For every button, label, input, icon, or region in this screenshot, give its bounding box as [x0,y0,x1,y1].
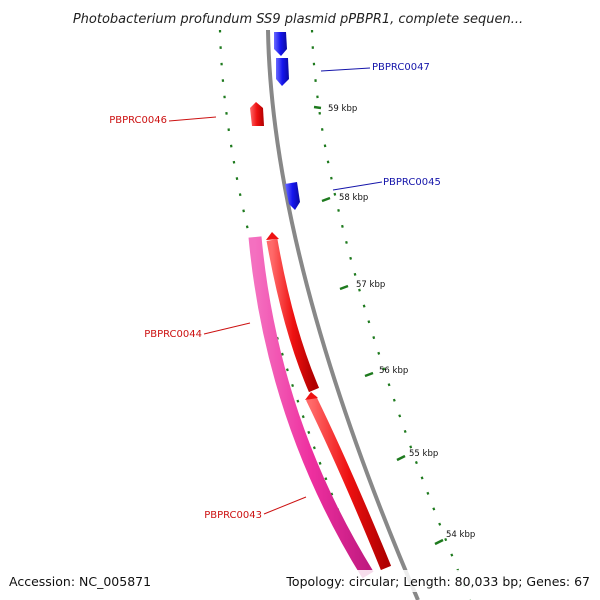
scale-tick-58kbp [321,196,331,203]
scale-label-57kbp: 57 kbp [356,280,385,290]
scale-label-54kbp: 54 kbp [446,530,475,540]
gene-label-pbprc0045[interactable]: PBPRC0045 [383,177,441,188]
topology-summary: Topology: circular; Length: 80,033 bp; G… [285,574,590,589]
gene-arrow-head-pbprc0043 [305,392,318,400]
gene-label-pbprc0047[interactable]: PBPRC0047 [372,62,430,73]
plasmid-backbone [266,29,420,600]
gene-arrow-forward-a [274,32,287,56]
gene-arrow-pbprc0043 [306,395,392,571]
scale-label-59kbp: 59 kbp [328,104,357,114]
scale-label-58kbp: 58 kbp [339,193,368,203]
gene-label-pbprc0046[interactable]: PBPRC0046 [109,115,167,126]
footer-backdrop [296,570,596,592]
scale-tick-54kbp [434,538,444,546]
gene-arrow-pbprc0046 [250,102,264,126]
map-title: Photobacterium profundum SS9 plasmid pPB… [73,12,523,27]
gene-label-pbprc0044[interactable]: PBPRC0044 [144,329,202,340]
gene-arrow-pbprc0045 [285,182,300,210]
leader-pbprc0047 [320,67,371,72]
leader-pbprc0045 [332,181,383,191]
scale-tick-55kbp [396,454,406,462]
gene-labels: PBPRC0047 PBPRC0046 PBPRC0045 PBPRC0044 … [109,62,441,521]
gene-label-pbprc0043[interactable]: PBPRC0043 [204,510,262,521]
leader-pbprc0044 [203,322,251,335]
scale-labels: 59 kbp 58 kbp 57 kbp 56 kbp 55 kbp 54 kb… [328,104,475,540]
leader-pbprc0043 [263,496,307,515]
label-leaders [168,67,383,515]
cds-feature-bar [248,236,374,579]
gene-arrow-pbprc0047 [276,58,289,86]
accession-text: Accession: NC_005871 [9,574,151,589]
scale-tick-59kbp [313,105,322,110]
gene-arrow-head-pbprc0044 [266,232,279,240]
scale-tick-57kbp [339,284,349,291]
gene-arrow-pbprc0044 [266,239,320,393]
leader-pbprc0046 [168,116,217,122]
scale-label-55kbp: 55 kbp [409,449,438,459]
scale-ticks [313,105,444,546]
scale-label-56kbp: 56 kbp [379,366,408,376]
scale-tick-56kbp [364,371,374,378]
